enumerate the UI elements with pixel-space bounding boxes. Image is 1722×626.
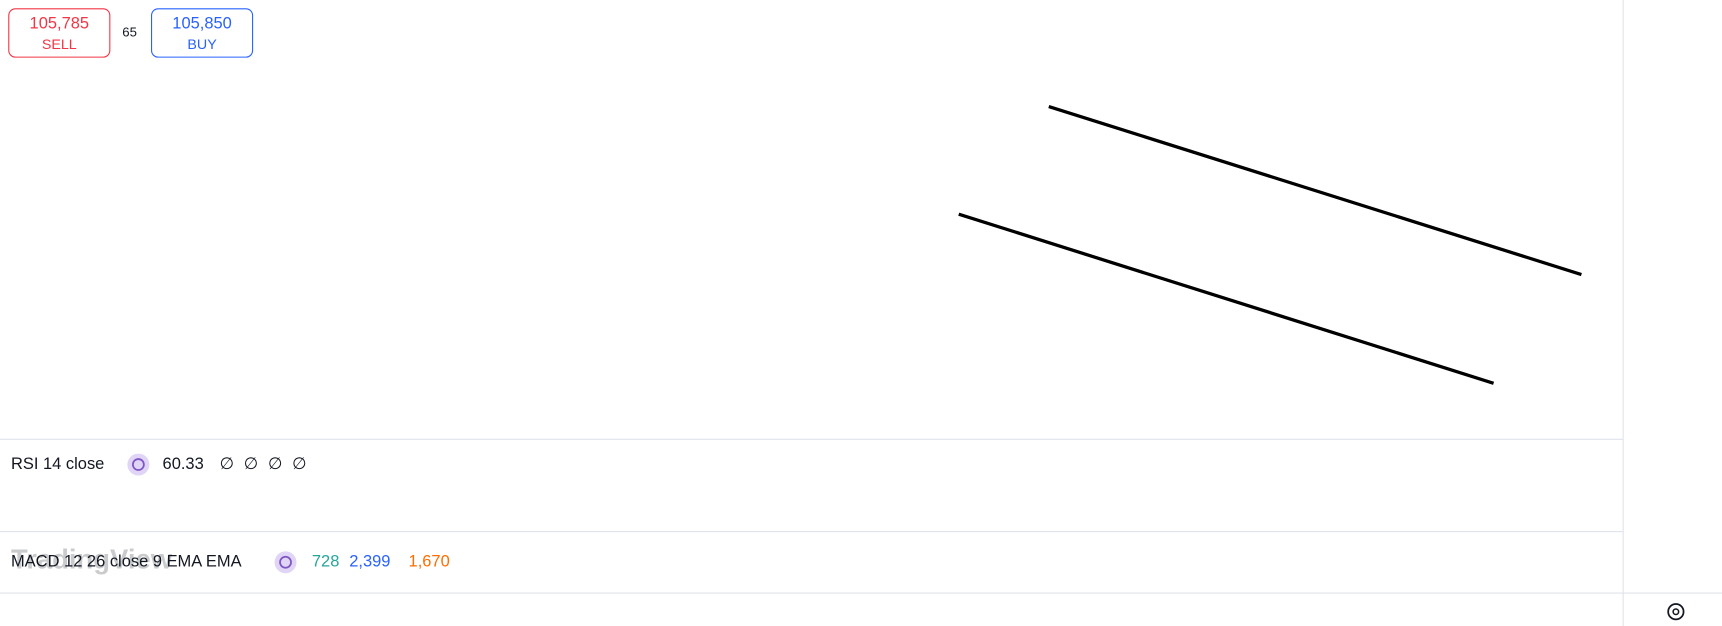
settings-icon[interactable] — [274, 551, 297, 574]
rsi-title: RSI 14 close — [11, 455, 104, 473]
signal-value: 1,670 — [409, 553, 450, 571]
order-panel: 105,785 SELL 65 105,850 BUY — [8, 8, 254, 58]
settings-icon[interactable] — [127, 453, 150, 476]
settings-gear[interactable] — [1667, 603, 1685, 621]
sell-label: SELL — [42, 37, 77, 53]
settings-icon-glyph — [279, 555, 292, 569]
rsi-value: 60.33 — [163, 455, 204, 473]
trend-line — [958, 212, 1495, 385]
na-label: ∅ — [244, 455, 258, 473]
settings-icon-glyph — [132, 458, 145, 471]
gear-icon[interactable] — [1667, 603, 1685, 621]
na-label: ∅ — [220, 455, 234, 473]
macd-title: MACD 12 26 close 9 EMA EMA — [11, 553, 242, 571]
buy-label: BUY — [187, 37, 217, 53]
na-label: ∅ — [268, 455, 282, 473]
macd-legend: MACD 12 26 close 9 EMA EMA 728 2,399 1,6… — [11, 551, 450, 574]
na-label: ∅ — [292, 455, 306, 473]
sell-price: 105,785 — [30, 15, 90, 33]
drawings — [958, 104, 1582, 385]
sell-button[interactable] — [8, 8, 111, 58]
buy-button[interactable] — [151, 8, 254, 58]
macd-value: 2,399 — [349, 553, 390, 571]
watermark: TradingView — [11, 543, 173, 574]
buy-price: 105,850 — [172, 15, 232, 33]
histogram-value: 728 — [312, 553, 339, 571]
spread: 65 — [122, 24, 137, 39]
rsi-legend: RSI 14 close 60.33 ∅ ∅ ∅ ∅ — [11, 453, 306, 476]
gear-icon-center — [1672, 608, 1680, 616]
trend-line — [1048, 104, 1582, 277]
